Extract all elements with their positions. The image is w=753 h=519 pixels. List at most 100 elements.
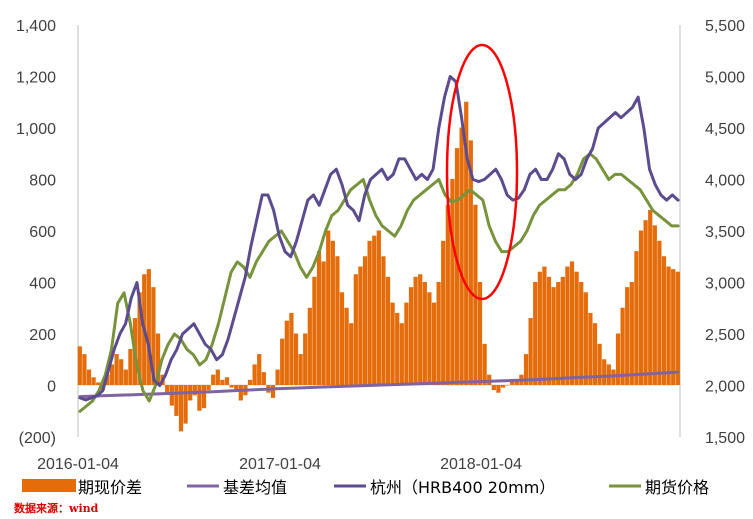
spread-bar [556, 282, 561, 385]
spread-bar [597, 343, 602, 385]
spread-bar [588, 312, 593, 385]
spread-bar [413, 276, 418, 385]
spread-bar [629, 282, 634, 385]
spread-bar [326, 230, 331, 385]
spread-bar [229, 385, 234, 388]
spread-bar [675, 271, 680, 385]
spread-bar [307, 307, 312, 385]
spread-bar [165, 385, 170, 393]
spread-bar [270, 385, 276, 398]
x-tick-label: 2016-01-04 [37, 456, 119, 473]
x-tick-label: 2017-01-04 [239, 456, 321, 473]
spread-bar [358, 266, 363, 385]
spread-bar [408, 287, 414, 385]
spread-bar [390, 302, 395, 385]
spread-bar [91, 377, 96, 385]
spread-bar [137, 292, 142, 385]
spread-bar [648, 209, 653, 385]
right-tick-label: 4,000 [705, 173, 745, 190]
spread-bar [298, 354, 303, 385]
left-tick-label: 600 [29, 224, 56, 241]
left-tick-label: (200) [19, 430, 56, 447]
spread-bar [620, 307, 625, 385]
spread-bar [523, 354, 529, 385]
spread-bar [569, 261, 575, 385]
spread-bar [183, 385, 188, 424]
spread-bar [123, 369, 128, 385]
spread-bar [436, 282, 441, 385]
spread-bar [289, 312, 294, 385]
legend-swatch [22, 479, 76, 492]
spread-bar [367, 240, 372, 385]
spread-bar [583, 292, 588, 385]
spread-bar [500, 385, 506, 388]
right-tick-label: 5,500 [705, 18, 745, 35]
right-tick-label: 2,000 [705, 379, 745, 396]
spread-bar [638, 230, 644, 385]
spread-bar [211, 374, 216, 385]
spread-bar [119, 359, 124, 385]
spread-bar [533, 282, 538, 385]
spread-bar [220, 379, 225, 385]
spread-bar [372, 235, 377, 385]
spread-bar [652, 225, 657, 385]
spread-bar [335, 256, 340, 385]
right-tick-label: 4,500 [705, 121, 745, 138]
spread-bar [592, 323, 598, 385]
spread-bar [178, 385, 184, 432]
spread-bar [261, 372, 266, 386]
spread-bars [77, 101, 680, 432]
spread-bar [280, 338, 285, 385]
spread-bar [312, 276, 317, 385]
spread-bar [284, 320, 289, 386]
spread-bar [537, 271, 542, 385]
right-tick-label: 1,500 [705, 430, 745, 447]
spread-bar [399, 323, 404, 385]
left-tick-label: 1,200 [16, 70, 56, 87]
spread-bar [201, 385, 207, 409]
spread-bar [551, 287, 556, 385]
spread-bar [86, 369, 92, 385]
spread-bar [482, 343, 487, 385]
spread-bar [615, 333, 621, 385]
spread-bar [109, 364, 115, 385]
spread-bar [404, 302, 409, 385]
spread-bar [321, 261, 326, 385]
right-tick-label: 3,000 [705, 276, 745, 293]
hangzhou-spot-line [78, 75, 680, 402]
highlight-ellipse [445, 43, 519, 301]
spread-bar [234, 385, 239, 391]
spread-bar [349, 323, 354, 385]
spread-bar [450, 179, 455, 385]
spread-bar [459, 127, 464, 385]
legend-label: 杭州（HRB400 20mm） [370, 478, 555, 497]
right-tick-label: 3,500 [705, 224, 745, 241]
spread-bar [542, 266, 547, 385]
left-axis: 1,400 1,200 1,000 800 600 400 200 0 (200) [16, 18, 56, 447]
left-tick-label: 0 [47, 379, 56, 396]
spread-bar [431, 302, 437, 385]
right-tick-label: 2,500 [705, 327, 745, 344]
left-tick-label: 1,400 [16, 18, 56, 35]
source-note: 数据来源：wind [14, 501, 99, 515]
spread-bar [565, 266, 570, 385]
spread-bar [473, 204, 478, 385]
spread-bar [661, 256, 667, 385]
spread-bar [422, 282, 427, 385]
left-tick-label: 1,000 [16, 121, 56, 138]
spread-bar [238, 385, 243, 401]
spread-bar [546, 276, 552, 385]
spread-bar [146, 269, 151, 386]
spread-bar [114, 354, 119, 385]
spread-bar [344, 307, 349, 385]
x-axis: 2016-01-04 2017-01-04 2018-01-04 [37, 456, 522, 473]
spread-bar [514, 379, 519, 385]
spread-bar [445, 204, 450, 385]
spread-bar [192, 385, 197, 396]
left-tick-label: 400 [29, 276, 56, 293]
spread-bar [574, 271, 579, 385]
right-axis: 5,500 5,000 4,500 4,000 3,500 3,000 2,500 2,000… [705, 18, 745, 447]
spread-bar [381, 256, 386, 385]
legend-label: 期现价差 [78, 478, 142, 497]
